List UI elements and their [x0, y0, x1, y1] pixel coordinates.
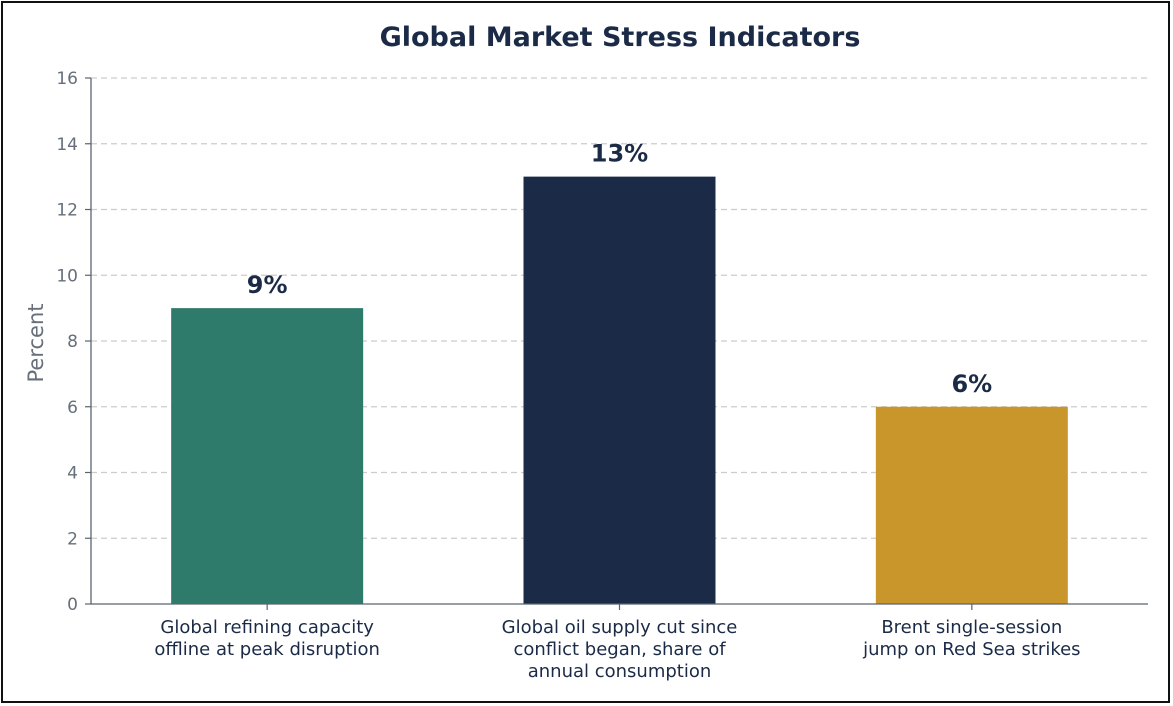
bar — [523, 176, 716, 604]
y-tick-label: 2 — [67, 529, 78, 549]
x-tick-label: jump on Red Sea strikes — [862, 639, 1080, 660]
y-tick-label: 14 — [56, 135, 78, 155]
data-label: 6% — [951, 370, 992, 398]
x-tick-label: offline at peak disruption — [154, 639, 380, 660]
y-tick-label: 16 — [56, 69, 78, 89]
y-tick-label: 0 — [67, 595, 78, 615]
y-ticks: 0 2 4 6 8 10 12 14 16 — [56, 69, 91, 615]
y-tick-label: 4 — [67, 464, 78, 484]
chart-title: Global Market Stress Indicators — [380, 22, 861, 53]
bar — [171, 308, 364, 604]
y-tick-label: 6 — [67, 398, 78, 418]
y-tick-label: 10 — [56, 266, 78, 286]
x-tick-label: Global oil supply cut since — [502, 617, 738, 638]
y-axis-label: Percent — [24, 303, 48, 382]
data-labels: 9% 13% 6% — [247, 140, 992, 398]
x-tick-label: conflict began, share of — [513, 639, 726, 660]
data-label: 13% — [591, 140, 648, 168]
bars — [171, 176, 1068, 604]
x-tick-label: Global refining capacity — [160, 617, 374, 638]
bar — [875, 406, 1068, 604]
y-tick-label: 12 — [56, 201, 78, 221]
x-tick-label: annual consumption — [528, 661, 712, 682]
data-label: 9% — [247, 271, 288, 299]
y-tick-label: 8 — [67, 332, 78, 352]
x-tick-label: Brent single-session — [881, 617, 1062, 638]
